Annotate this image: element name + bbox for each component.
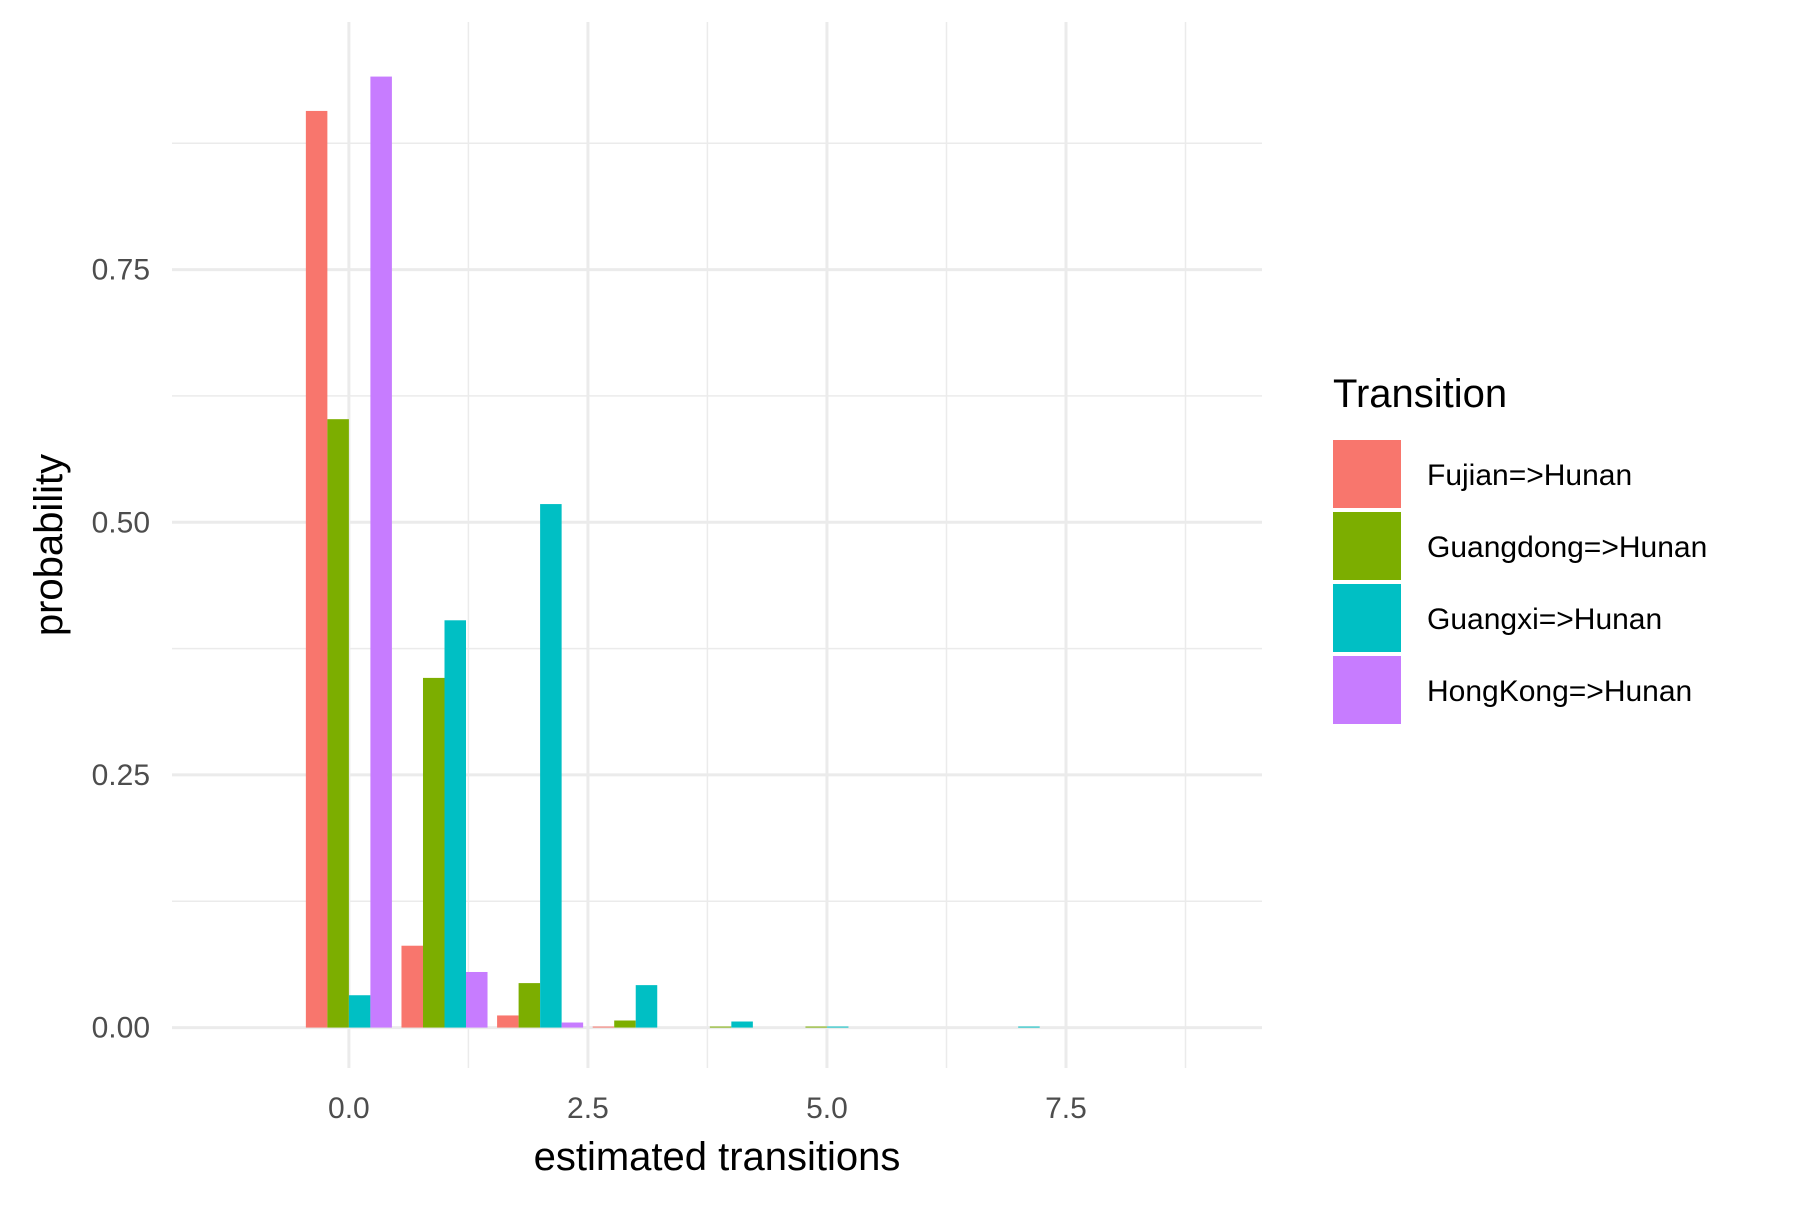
legend-swatch (1333, 656, 1401, 724)
legend-swatch (1333, 512, 1401, 580)
bar (709, 1026, 732, 1028)
bar (540, 504, 562, 1028)
y-tick-label: 0.50 (92, 506, 150, 539)
bar (614, 1020, 636, 1028)
legend-label: Fujian=>Hunan (1427, 459, 1632, 492)
legend-swatch (1333, 440, 1401, 508)
bar (327, 419, 349, 1028)
bar (1018, 1026, 1040, 1028)
tick-labels: 0.0 2.5 5.0 7.5 0.00 0.25 0.50 0.75 (92, 254, 1087, 1125)
x-tick-label: 0.0 (328, 1092, 370, 1125)
bar (518, 983, 541, 1028)
y-tick-label: 0.00 (92, 1012, 150, 1045)
legend-label: Guangxi=>Hunan (1427, 603, 1662, 636)
bar (444, 620, 467, 1028)
y-tick-label: 0.75 (92, 254, 150, 287)
x-tick-label: 7.5 (1045, 1092, 1087, 1125)
bar (826, 1026, 849, 1028)
bar (592, 1026, 615, 1028)
bars (305, 76, 1040, 1028)
bar (422, 677, 445, 1028)
legend-label: HongKong=>Hunan (1427, 675, 1692, 708)
legend-title: Transition (1333, 372, 1507, 416)
bar (805, 1026, 827, 1028)
y-axis-title: probability (27, 454, 71, 636)
bar (561, 1022, 584, 1028)
bar (466, 971, 488, 1028)
x-axis-title: estimated transitions (534, 1135, 901, 1179)
y-tick-label: 0.25 (92, 759, 150, 792)
legend: Transition Fujian=>Hunan Guangdong=>Hunan… (1333, 372, 1707, 724)
bar (370, 76, 392, 1028)
legend-label: Guangdong=>Hunan (1427, 531, 1707, 564)
bar (731, 1021, 753, 1028)
bar (497, 1015, 519, 1028)
bar (305, 110, 328, 1028)
x-tick-label: 2.5 (567, 1092, 609, 1125)
bar (401, 945, 423, 1028)
bar (348, 995, 371, 1028)
bar (635, 985, 658, 1028)
x-tick-label: 5.0 (806, 1092, 848, 1125)
legend-swatch (1333, 584, 1401, 652)
